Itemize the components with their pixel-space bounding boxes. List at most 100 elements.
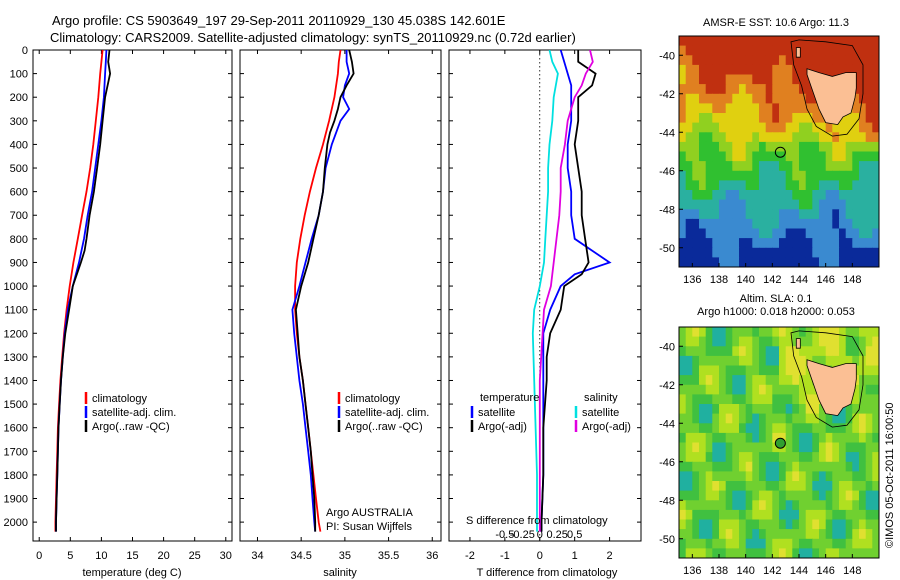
heatmap-cell xyxy=(859,113,867,124)
heatmap-cell xyxy=(732,490,740,501)
heatmap-cell xyxy=(765,548,773,558)
heatmap-cell xyxy=(845,113,853,124)
heatmap-cell xyxy=(785,432,793,444)
heatmap-cell xyxy=(699,151,707,162)
heatmap-cell xyxy=(872,218,879,230)
heatmap-cell xyxy=(739,423,747,434)
heatmap-cell xyxy=(859,471,867,482)
longitude-tick-label: 140 xyxy=(736,274,754,286)
heatmap-cell xyxy=(825,170,833,181)
heatmap-cell xyxy=(712,199,720,210)
heatmap-cell xyxy=(685,384,693,395)
heatmap-cell xyxy=(845,481,853,492)
heatmap-cell xyxy=(872,548,879,558)
heatmap-cell xyxy=(792,509,800,521)
legend-label-climatology: climatology xyxy=(345,393,401,405)
argo-program-label: Argo AUSTRALIA xyxy=(326,507,413,519)
salinity-depth-ticks xyxy=(240,49,441,523)
heatmap-cell xyxy=(839,413,847,424)
heatmap-cell xyxy=(785,45,793,56)
heatmap-cell xyxy=(699,365,707,376)
heatmap-cell xyxy=(712,442,720,453)
heatmap-cell xyxy=(839,209,847,220)
heatmap-cell xyxy=(872,141,879,153)
heatmap-cell xyxy=(765,55,773,66)
heatmap-cell xyxy=(725,238,733,249)
heatmap-cell xyxy=(845,228,853,239)
heatmap-cell xyxy=(679,36,687,47)
heatmap-cell xyxy=(685,548,693,558)
heatmap-cell xyxy=(685,64,693,76)
heatmap-cell xyxy=(799,218,807,230)
latitude-tick-label: -42 xyxy=(659,380,675,392)
heatmap-cell xyxy=(805,151,813,162)
heatmap-cell xyxy=(785,509,793,521)
heatmap-cell xyxy=(825,141,833,153)
heatmap-cell xyxy=(845,336,853,347)
heatmap-cell xyxy=(739,209,747,220)
heatmap-cell xyxy=(805,113,813,124)
heatmap-cell xyxy=(712,218,720,230)
x-tick-label: 30 xyxy=(220,550,232,562)
heatmap-cell xyxy=(852,327,860,338)
heatmap-cell xyxy=(779,355,787,367)
heatmap-cell xyxy=(799,113,807,124)
heatmap-cell xyxy=(705,36,713,47)
heatmap-cell xyxy=(759,442,767,453)
heatmap-cell xyxy=(745,199,753,210)
heatmap-cell xyxy=(872,336,879,347)
heatmap-cell xyxy=(699,481,707,492)
heatmap-cell xyxy=(745,327,753,338)
heatmap-cell xyxy=(765,228,773,239)
heatmap-cell xyxy=(832,481,840,492)
heatmap-cell xyxy=(852,432,860,444)
heatmap-cell xyxy=(865,365,873,376)
heatmap-cell xyxy=(812,199,820,210)
heatmap-cell xyxy=(765,257,773,267)
heatmap-cell xyxy=(732,423,740,434)
heatmap-cell xyxy=(679,257,687,267)
heatmap-cell xyxy=(705,461,713,472)
depth-tick-label: 100 xyxy=(10,69,28,81)
heatmap-cell xyxy=(792,74,800,85)
heatmap-cell xyxy=(765,529,773,540)
heatmap-cell xyxy=(725,423,733,434)
heatmap-cell xyxy=(732,45,740,56)
heatmap-cell xyxy=(812,238,820,249)
heatmap-cell xyxy=(839,548,847,558)
heatmap-cell xyxy=(705,481,713,492)
heatmap-cell xyxy=(872,442,879,453)
heatmap-cell xyxy=(832,452,840,463)
heatmap-cell xyxy=(725,209,733,220)
heatmap-cell xyxy=(739,481,747,492)
heatmap-cell xyxy=(799,519,807,530)
heatmap-cell xyxy=(779,529,787,540)
tasmania-land xyxy=(806,68,857,126)
longitude-tick-label: 136 xyxy=(683,565,701,577)
heatmap-cell xyxy=(732,327,740,338)
heatmap-cell xyxy=(792,394,800,405)
heatmap-cell xyxy=(739,346,747,357)
heatmap-cell xyxy=(845,500,853,511)
heatmap-cell xyxy=(832,423,840,434)
heatmap-cell xyxy=(785,238,793,249)
heatmap-cell xyxy=(852,423,860,434)
heatmap-cell xyxy=(805,423,813,434)
heatmap-cell xyxy=(719,64,727,76)
heatmap-cell xyxy=(812,452,820,463)
heatmap-cell xyxy=(865,141,873,153)
heatmap-cell xyxy=(765,238,773,249)
heatmap-cell xyxy=(872,170,879,181)
heatmap-cell xyxy=(772,151,780,162)
heatmap-cell xyxy=(692,327,700,338)
heatmap-cell xyxy=(852,238,860,249)
heatmap-cell xyxy=(765,103,773,114)
heatmap-cell xyxy=(825,548,833,558)
heatmap-cell xyxy=(865,122,873,133)
heatmap-cell xyxy=(839,218,847,230)
heatmap-cell xyxy=(799,45,807,56)
heatmap-cell xyxy=(679,327,687,338)
salinity-diff-tick-label: -0.5 xyxy=(495,529,514,541)
heatmap-cell xyxy=(752,490,760,501)
